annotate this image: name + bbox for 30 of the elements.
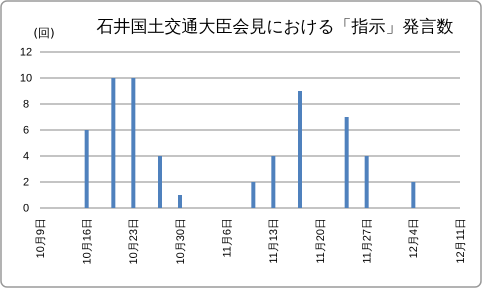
chart-title: 石井国土交通大臣会見における「指示」発言数: [96, 17, 454, 37]
x-tick-label: 12月11日: [454, 218, 467, 264]
x-tick-label: 12月4日: [408, 218, 420, 258]
y-tick-label: 2: [22, 176, 30, 189]
bar: [84, 130, 89, 208]
bar: [271, 156, 276, 208]
bar: [158, 156, 162, 208]
y-tick-label: 10: [20, 72, 32, 85]
y-tick-label: 8: [22, 98, 30, 111]
y-tick-label: 6: [22, 124, 30, 137]
x-tick-label: 10月30日: [174, 218, 187, 264]
bar: [364, 156, 369, 208]
bar: [344, 117, 349, 208]
x-tick-label: 10月23日: [128, 218, 140, 264]
y-axis-title: (回): [33, 26, 55, 40]
bar: [251, 182, 256, 208]
bar: [111, 78, 116, 208]
bar: [178, 195, 182, 208]
bar: [131, 78, 136, 208]
x-tick-label: 11月27日: [362, 218, 374, 264]
y-tick-label: 12: [20, 46, 32, 59]
y-tick-label: 4: [22, 150, 30, 163]
x-tick-label: 10月9日: [34, 218, 47, 258]
x-tick-label: 10月16日: [82, 218, 94, 264]
y-tick-label: 0: [22, 202, 30, 215]
x-tick-label: 11月13日: [268, 218, 280, 264]
bar: [298, 91, 302, 208]
bar: [411, 182, 416, 208]
x-tick-label: 11月20日: [314, 218, 327, 264]
x-tick-label: 11月6日: [222, 218, 234, 258]
